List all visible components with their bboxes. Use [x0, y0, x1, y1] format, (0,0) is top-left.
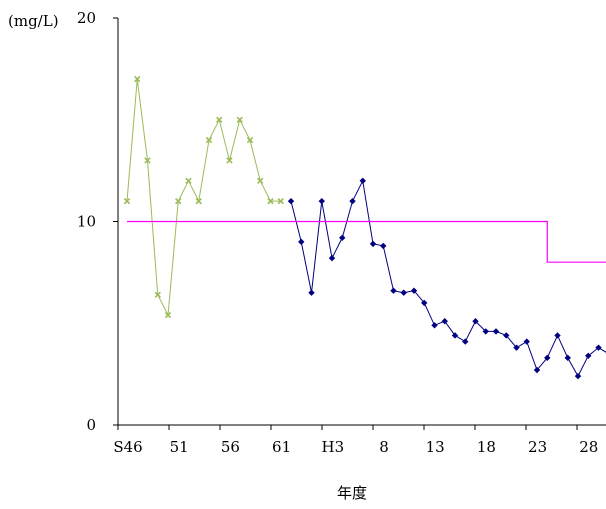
data-point [441, 318, 448, 325]
data-point [523, 338, 530, 345]
data-point [410, 287, 418, 294]
series-2 [127, 220, 606, 263]
data-point [339, 234, 346, 241]
data-point [513, 344, 520, 351]
data-point [287, 197, 295, 205]
data-point [195, 197, 202, 205]
x-tick-label: S46 [113, 438, 142, 456]
data-point [123, 197, 131, 205]
data-point [431, 322, 438, 329]
data-point [226, 157, 233, 164]
data-point [544, 354, 551, 362]
series-1 [287, 177, 606, 380]
data-point [246, 136, 254, 144]
data-point [564, 354, 571, 362]
data-point [236, 116, 243, 123]
y-tick-label: 10 [77, 213, 96, 231]
data-point [492, 328, 500, 335]
data-point [144, 157, 151, 164]
data-point [472, 318, 479, 325]
series-line [126, 78, 281, 317]
series-layer [123, 75, 606, 380]
data-point [421, 299, 428, 307]
series-line [290, 179, 606, 378]
series-0 [123, 75, 284, 319]
y-axis-label: (mg/L) [8, 12, 59, 30]
data-point [585, 352, 592, 360]
data-point [554, 332, 561, 339]
data-point [185, 177, 192, 184]
data-point [216, 116, 223, 123]
x-tick-label: 23 [528, 438, 547, 456]
data-point [308, 289, 315, 296]
y-tick-label: 20 [77, 9, 96, 27]
data-point [595, 344, 602, 351]
data-point [257, 177, 264, 184]
data-point [390, 287, 397, 294]
data-point [175, 197, 182, 205]
data-point [349, 197, 356, 205]
series-line [127, 220, 606, 263]
y-tick-label: 0 [86, 416, 96, 434]
data-point [369, 240, 377, 248]
data-point [205, 136, 213, 144]
data-point [267, 197, 274, 205]
data-point [277, 197, 284, 205]
data-point [574, 372, 582, 380]
data-point [154, 291, 161, 298]
data-point [380, 242, 387, 250]
data-point [451, 332, 459, 339]
data-point [462, 338, 469, 345]
x-tick-label: 56 [221, 438, 240, 456]
data-point [164, 311, 172, 319]
data-point [533, 366, 541, 374]
data-point [482, 328, 489, 335]
data-point [503, 332, 510, 339]
data-point [400, 289, 407, 296]
x-axis-label: 年度 [337, 484, 367, 502]
x-tick-label: 28 [579, 438, 598, 456]
x-tick-label: 13 [426, 438, 445, 456]
x-tick-label: 8 [379, 438, 389, 456]
x-tick-label: 51 [170, 438, 189, 456]
data-point [318, 197, 325, 205]
data-point [328, 254, 336, 262]
y-tick-labels: 0 10 20 [77, 9, 118, 434]
data-point [134, 75, 141, 83]
x-tick-label: 61 [272, 438, 291, 456]
data-point [298, 238, 305, 246]
x-tick-label: H3 [321, 438, 344, 456]
x-tick-label: 18 [477, 438, 496, 456]
x-tick-labels: S46 51 56 61 H3 8 13 18 23 28 [113, 425, 598, 456]
data-point [359, 177, 366, 184]
